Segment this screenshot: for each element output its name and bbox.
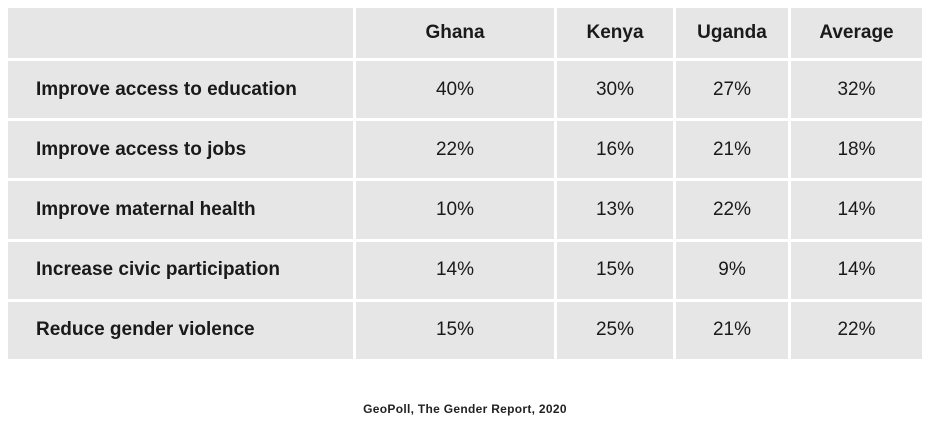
- value-violence-kenya: 25%: [557, 301, 673, 359]
- column-header-ghana: Ghana: [356, 8, 554, 58]
- row-label-civic-participation: Increase civic participation: [8, 241, 353, 299]
- value-civic-uganda: 9%: [676, 241, 788, 299]
- value-maternal-average: 14%: [791, 181, 922, 239]
- value-education-uganda: 27%: [676, 61, 788, 119]
- value-violence-average: 22%: [791, 301, 922, 359]
- row-label-maternal-health: Improve maternal health: [8, 181, 353, 239]
- value-maternal-kenya: 13%: [557, 181, 673, 239]
- value-civic-ghana: 14%: [356, 241, 554, 299]
- column-header-average: Average: [791, 8, 922, 58]
- value-violence-uganda: 21%: [676, 301, 788, 359]
- corner-cell: [8, 8, 353, 58]
- value-education-kenya: 30%: [557, 61, 673, 119]
- survey-results-table: Ghana Kenya Uganda Average Improve acces…: [8, 8, 922, 359]
- source-caption: GeoPoll, The Gender Report, 2020: [363, 402, 567, 416]
- value-jobs-ghana: 22%: [356, 121, 554, 179]
- value-education-ghana: 40%: [356, 61, 554, 119]
- value-education-average: 32%: [791, 61, 922, 119]
- value-violence-ghana: 15%: [356, 301, 554, 359]
- row-label-gender-violence: Reduce gender violence: [8, 301, 353, 359]
- row-label-jobs: Improve access to jobs: [8, 121, 353, 179]
- value-jobs-uganda: 21%: [676, 121, 788, 179]
- column-header-uganda: Uganda: [676, 8, 788, 58]
- value-maternal-ghana: 10%: [356, 181, 554, 239]
- value-civic-average: 14%: [791, 241, 922, 299]
- row-label-education: Improve access to education: [8, 61, 353, 119]
- value-civic-kenya: 15%: [557, 241, 673, 299]
- column-header-kenya: Kenya: [557, 8, 673, 58]
- value-jobs-kenya: 16%: [557, 121, 673, 179]
- value-jobs-average: 18%: [791, 121, 922, 179]
- value-maternal-uganda: 22%: [676, 181, 788, 239]
